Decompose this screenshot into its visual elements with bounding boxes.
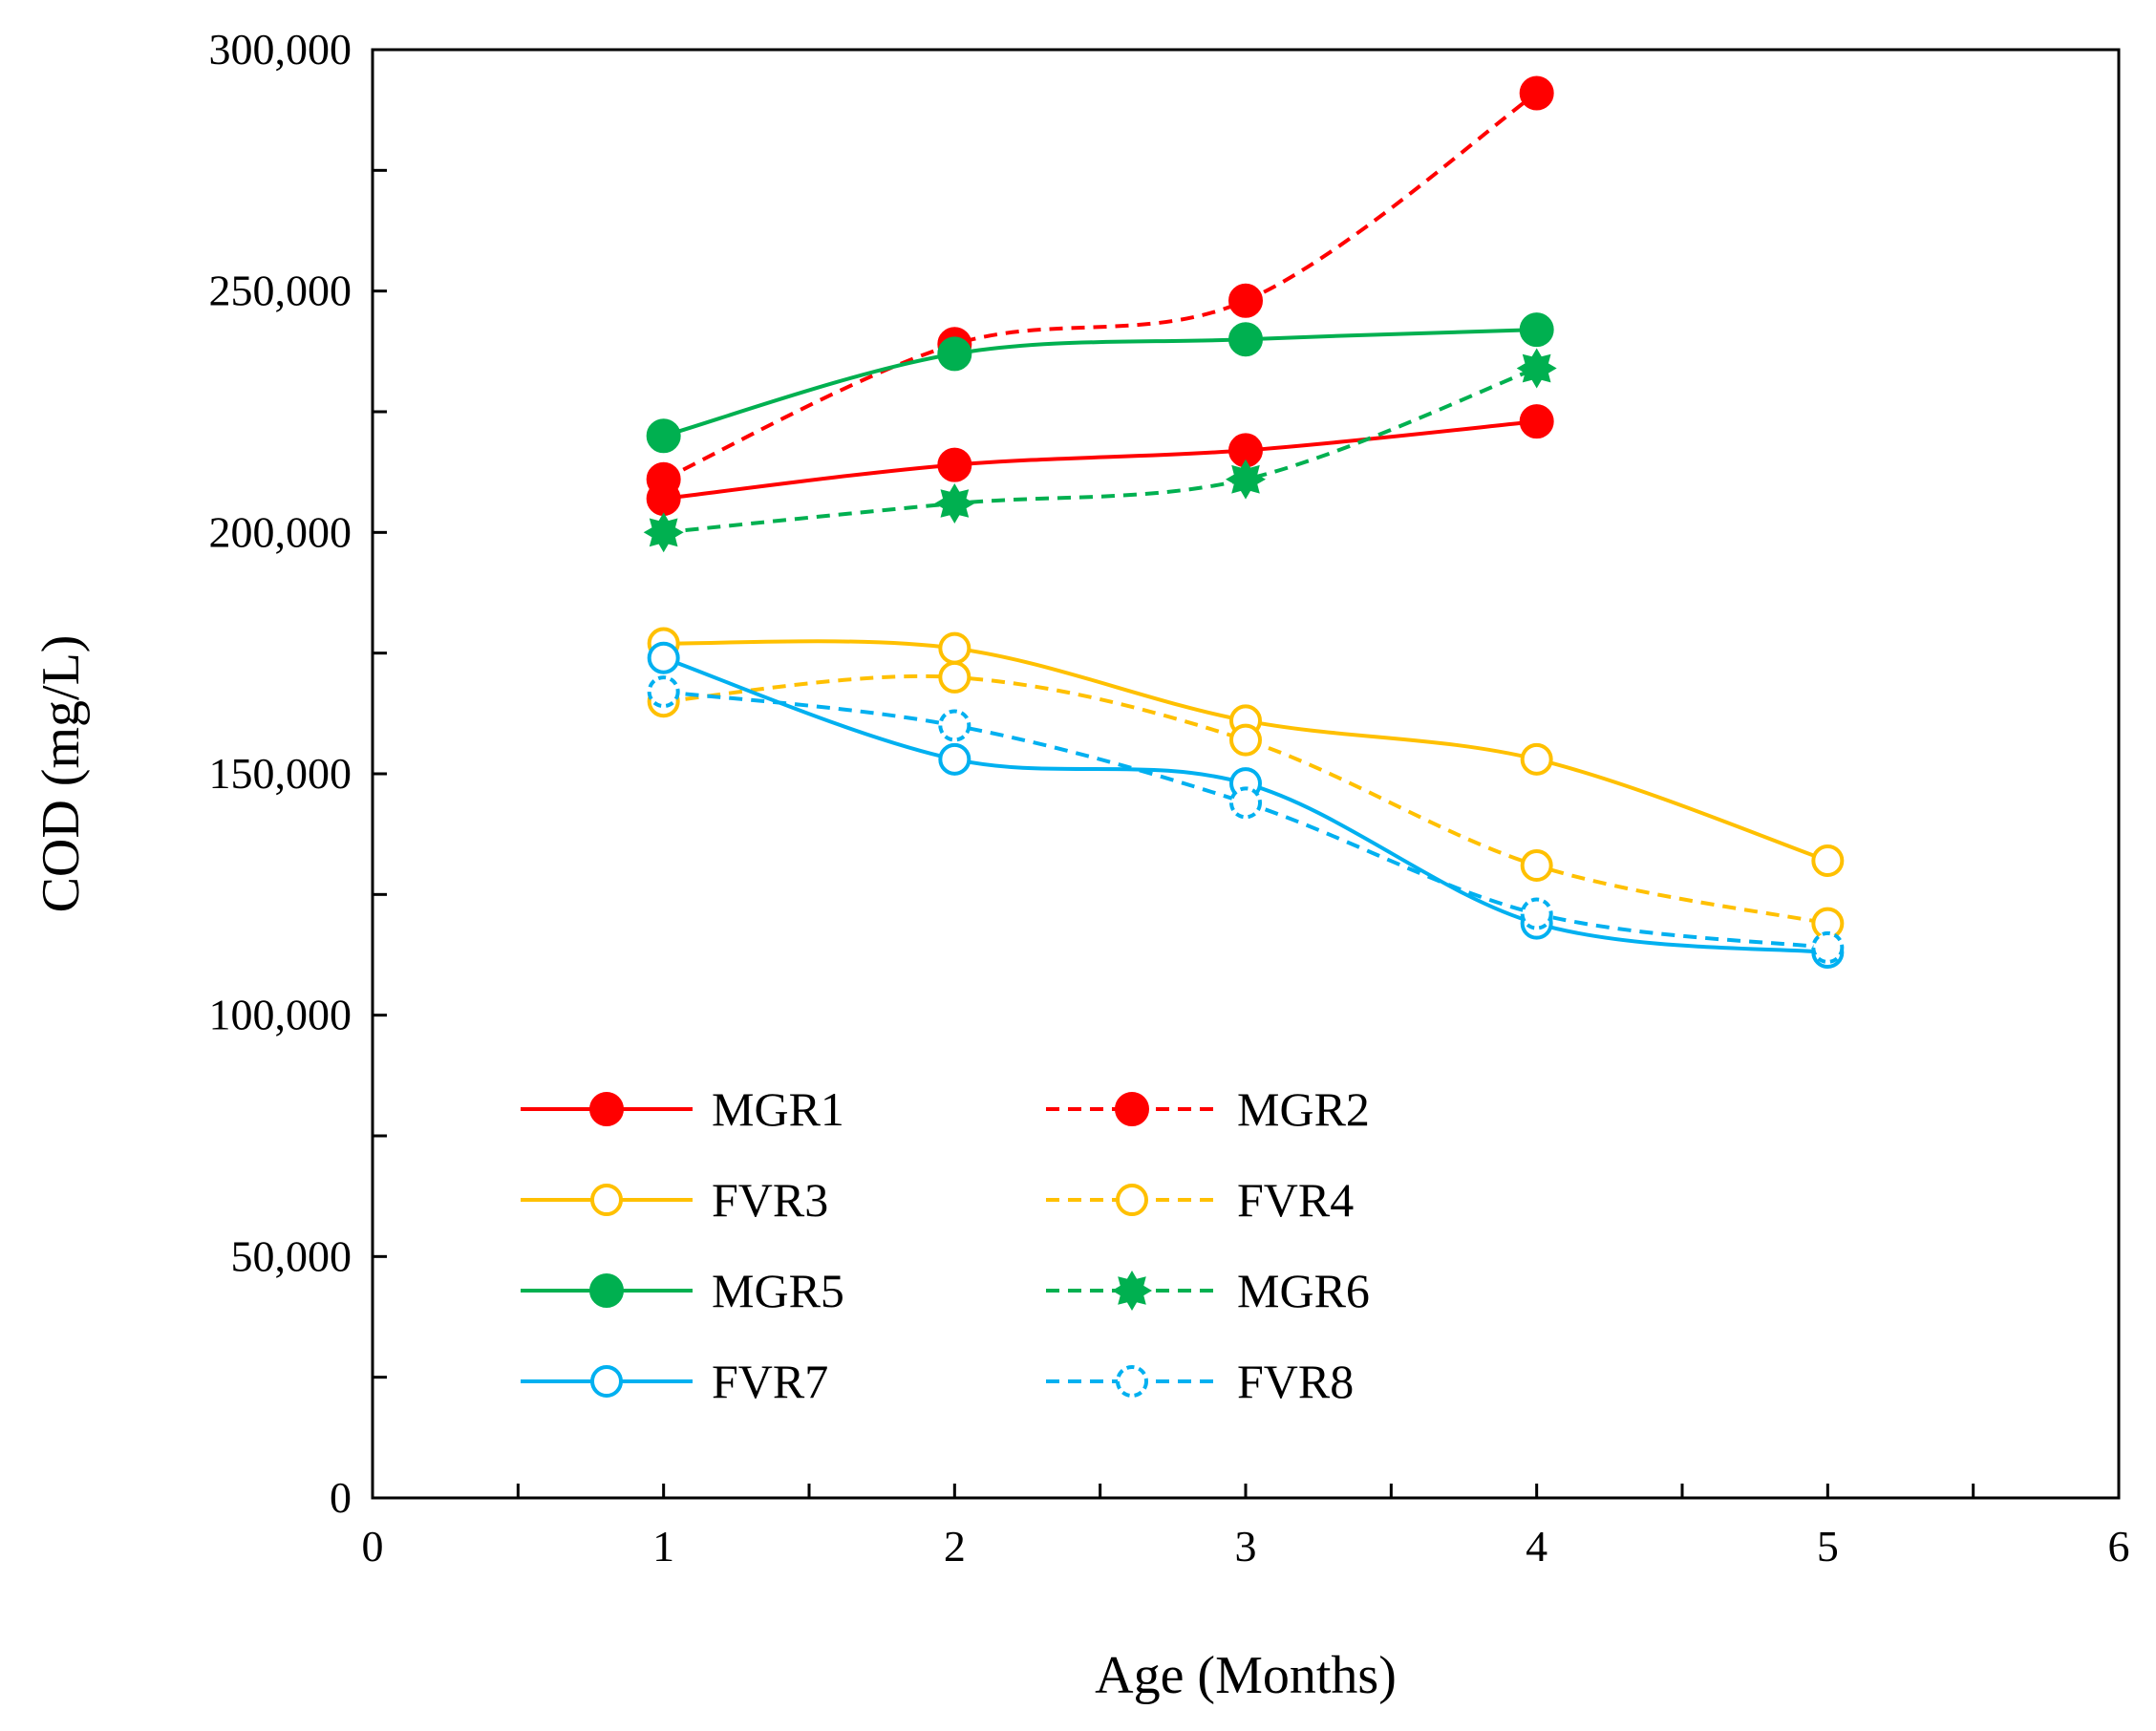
data-point-fvr8 — [938, 709, 971, 742]
series-fvr8 — [647, 675, 1845, 964]
data-point-mgr5 — [646, 418, 681, 454]
data-point-fvr8 — [1811, 930, 1845, 964]
legend-entry-fvr4: FVR4 — [1046, 1173, 1354, 1227]
legend-label-fvr8: FVR8 — [1237, 1355, 1354, 1408]
data-point-mgr5 — [1228, 322, 1263, 357]
legend-entry-mgr2: MGR2 — [1046, 1082, 1370, 1136]
data-point-fvr7 — [647, 641, 680, 674]
data-point-fvr4 — [1229, 723, 1262, 757]
series-lines — [643, 75, 1845, 969]
data-point-mgr2 — [1228, 283, 1263, 318]
legend-swatch-marker — [590, 1365, 623, 1398]
legend-label-fvr3: FVR3 — [712, 1173, 828, 1227]
series-mgr2 — [646, 75, 1554, 497]
legend-label-fvr4: FVR4 — [1237, 1173, 1354, 1227]
data-point-fvr8 — [1229, 786, 1262, 820]
x-tick-label: 6 — [2108, 1522, 2130, 1571]
data-point-mgr2 — [1519, 75, 1554, 111]
data-point-mgr6 — [934, 483, 975, 524]
legend-label-mgr6: MGR6 — [1237, 1264, 1370, 1317]
data-point-fvr3 — [1811, 844, 1845, 877]
series-fvr3 — [647, 627, 1845, 877]
legend-label-fvr7: FVR7 — [712, 1355, 828, 1408]
y-tick-label: 300,000 — [209, 25, 352, 74]
legend-entry-fvr7: FVR7 — [521, 1355, 828, 1408]
legend-swatch-marker — [589, 1273, 624, 1308]
data-point-mgr5 — [937, 336, 972, 372]
data-point-mgr6 — [1516, 348, 1557, 389]
data-point-mgr5 — [1519, 312, 1554, 348]
legend-entry-mgr1: MGR1 — [521, 1082, 844, 1136]
y-tick-label: 150,000 — [209, 749, 352, 798]
legend: MGR1 MGR2 FVR3 FVR4 MGR5 MGR6 FVR7 FVR8 — [521, 1082, 1370, 1408]
legend-swatch-marker — [1116, 1365, 1148, 1398]
data-point-fvr3 — [1520, 742, 1553, 776]
data-point-fvr8 — [647, 675, 680, 709]
x-axis-title: Age (Months) — [1095, 1646, 1397, 1705]
data-point-mgr2 — [646, 461, 681, 497]
y-tick-label: 250,000 — [209, 267, 352, 315]
x-tick-label: 4 — [1526, 1522, 1548, 1571]
series-line-mgr6 — [663, 366, 1538, 535]
data-point-fvr8 — [1520, 897, 1553, 930]
legend-swatch-marker — [1115, 1092, 1149, 1126]
legend-label-mgr2: MGR2 — [1237, 1082, 1370, 1136]
data-point-fvr7 — [938, 742, 971, 776]
series-mgr6 — [643, 348, 1557, 553]
series-mgr5 — [646, 312, 1554, 454]
x-tick-label: 5 — [1817, 1522, 1839, 1571]
legend-label-mgr5: MGR5 — [712, 1264, 844, 1317]
legend-swatch-marker — [1116, 1184, 1148, 1216]
data-point-mgr1 — [1519, 404, 1554, 439]
y-tick-label: 200,000 — [209, 507, 352, 556]
legend-label-mgr1: MGR1 — [712, 1082, 844, 1136]
x-tick-label: 2 — [944, 1522, 966, 1571]
y-tick-label: 50,000 — [231, 1231, 352, 1280]
axes: 0 1 2 3 4 5 6 0 50,000 100,000 150,000 200,000 250,0… — [209, 25, 2130, 1571]
legend-entry-mgr6: MGR6 — [1046, 1264, 1370, 1317]
data-point-fvr3 — [938, 631, 971, 665]
y-tick-label: 0 — [330, 1473, 352, 1522]
legend-entry-fvr3: FVR3 — [521, 1173, 828, 1227]
data-point-fvr4 — [938, 660, 971, 694]
series-line-mgr5 — [663, 328, 1537, 438]
data-point-mgr1 — [937, 447, 972, 482]
legend-swatch-marker — [590, 1184, 623, 1216]
data-point-fvr4 — [1520, 849, 1553, 883]
y-tick-label: 100,000 — [209, 991, 352, 1039]
legend-entry-mgr5: MGR5 — [521, 1264, 844, 1317]
series-line-mgr2 — [662, 91, 1538, 481]
legend-swatch-marker — [1112, 1271, 1152, 1311]
series-mgr1 — [646, 404, 1554, 516]
y-axis-title: COD (mg/L) — [32, 635, 91, 913]
data-point-mgr6 — [1225, 459, 1267, 500]
series-line-mgr1 — [663, 419, 1537, 501]
data-point-mgr6 — [643, 512, 684, 553]
x-tick-label: 3 — [1235, 1522, 1257, 1571]
x-tick-label: 1 — [652, 1522, 674, 1571]
legend-swatch-marker — [589, 1092, 624, 1126]
legend-entry-fvr8: FVR8 — [1046, 1355, 1354, 1408]
x-tick-label: 0 — [362, 1522, 384, 1571]
